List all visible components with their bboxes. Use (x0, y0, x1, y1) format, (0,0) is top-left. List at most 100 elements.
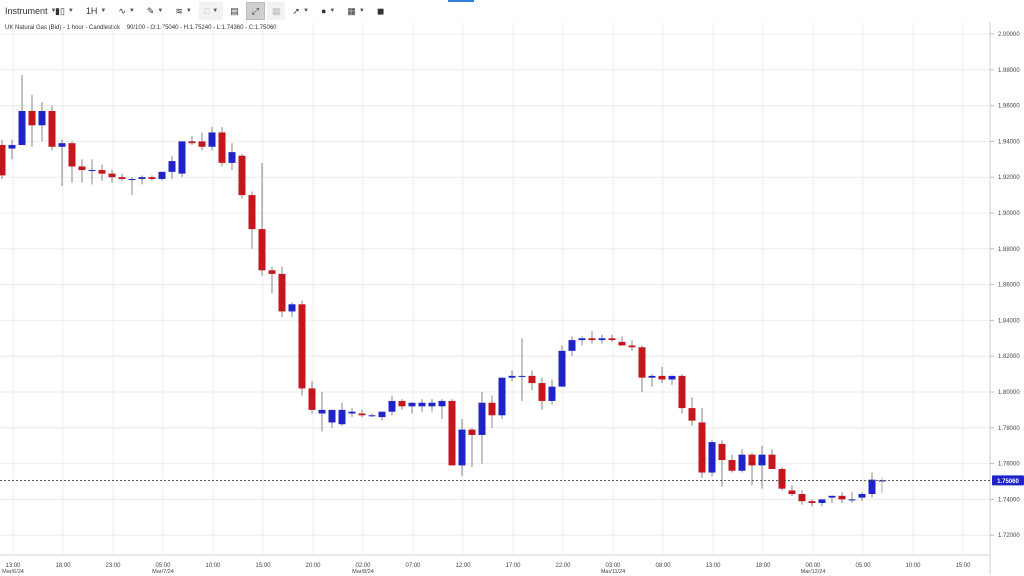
y-tick-label: 1.76000 (998, 462, 1020, 468)
ohlc-readout: 90/100 - O:1.75040 - H:1.75240 - L:1.743… (126, 25, 277, 31)
bear-candle (838, 495, 846, 500)
x-tick-date-label: Mar/12/24 (801, 569, 826, 575)
x-tick-label: 22:00 (555, 563, 571, 569)
timeframe-selector[interactable]: 1H ▼ (81, 2, 111, 20)
bear-candle (308, 388, 316, 410)
line-tool-button[interactable]: ∿ ▼ (113, 2, 140, 20)
crosshair-icon: ⤢ (251, 5, 259, 16)
shape-tool-button[interactable]: □ ▼ (198, 2, 224, 20)
bull-candle (388, 400, 396, 412)
x-tick-date-label: Mar/7/24 (152, 569, 174, 575)
bear-candle (638, 347, 646, 378)
bull-candle (338, 409, 346, 425)
x-tick-label: 12:00 (455, 563, 471, 569)
bear-candle (678, 375, 686, 409)
bear-candle (148, 177, 156, 179)
bear-candle (218, 132, 226, 163)
bear-candle (528, 375, 536, 384)
bear-candle (728, 460, 736, 471)
disabled-tool-button[interactable]: ▦ (266, 2, 286, 20)
bull-candle (428, 402, 436, 407)
bear-candle (448, 400, 456, 466)
language-button[interactable]: ▦ ▼ (342, 2, 369, 20)
bear-candle (248, 195, 256, 230)
y-tick-label: 2.00000 (998, 32, 1020, 38)
timeframe-label: 1H (85, 6, 98, 16)
bear-candle (768, 454, 776, 469)
chevron-down-icon: ▼ (303, 8, 309, 14)
bull-candle (178, 141, 186, 174)
bull-candle (818, 499, 826, 503)
bear-candle (788, 490, 796, 495)
pencil-icon: ✎ (146, 5, 155, 16)
y-tick-label: 1.94000 (998, 139, 1020, 145)
bull-candle (828, 495, 836, 498)
draw-tool-button[interactable]: ✎ ▼ (142, 2, 169, 20)
bear-candle (488, 402, 496, 416)
bear-candle (468, 429, 476, 435)
fullscreen-icon: ◼ (376, 5, 385, 16)
bear-candle (608, 338, 616, 341)
bear-candle (28, 110, 36, 126)
y-tick-label: 1.92000 (998, 175, 1020, 181)
bull-candle (598, 338, 606, 341)
bull-candle (88, 170, 96, 172)
indicators-button[interactable]: ≋ ▼ (170, 2, 197, 20)
bull-candle (368, 415, 376, 417)
bull-candle (8, 144, 16, 149)
x-tick-label: 17:00 (505, 563, 521, 569)
settings-icon: ● (320, 6, 327, 16)
active-tab-indicator (448, 0, 474, 2)
bull-candle (288, 304, 296, 312)
x-tick-label: 03:00 (605, 563, 621, 569)
x-tick-label: 05:00 (855, 563, 871, 569)
bull-candle (408, 402, 416, 407)
bull-candle (378, 411, 386, 418)
crosshair-button[interactable]: ⤢ (245, 2, 265, 20)
y-tick-label: 1.72000 (998, 533, 1020, 539)
bull-candle (458, 429, 466, 466)
bull-candle (478, 402, 486, 435)
flag-icon: ▦ (347, 5, 356, 16)
bear-candle (798, 494, 806, 502)
x-tick-label: 23:00 (105, 563, 121, 569)
bull-candle (158, 171, 166, 179)
chevron-down-icon: ▼ (358, 8, 365, 14)
chart-type-button[interactable]: ▮▯ ▼ (50, 2, 79, 20)
bear-candle (748, 454, 756, 466)
y-tick-label: 1.74000 (998, 497, 1020, 503)
bear-candle (808, 501, 816, 503)
bear-candle (358, 413, 366, 416)
bear-candle (198, 141, 206, 147)
x-tick-date-label: Mar/6/24 (2, 569, 24, 575)
chevron-down-icon: ▼ (329, 8, 336, 14)
bull-candle (498, 377, 506, 416)
arrow-tool-button[interactable]: ➚ ▼ (287, 2, 314, 20)
line-tool-icon: ∿ (118, 5, 126, 16)
chevron-down-icon: ▼ (100, 8, 107, 14)
bear-candle (698, 422, 706, 473)
bear-candle (258, 229, 266, 271)
bull-candle (128, 178, 136, 180)
y-tick-label: 1.98000 (998, 68, 1020, 74)
fullscreen-button[interactable]: ◼ (372, 2, 389, 20)
y-tick-label: 1.78000 (998, 426, 1020, 432)
layout-button[interactable]: ▤ (225, 2, 244, 20)
bull-candle (518, 375, 526, 377)
bull-candle (858, 494, 866, 498)
y-tick-label: 1.80000 (998, 390, 1020, 396)
bear-candle (398, 400, 406, 407)
bull-candle (318, 409, 326, 414)
bear-candle (98, 170, 106, 174)
bear-candle (48, 110, 56, 147)
indicators-icon: ≋ (175, 5, 183, 16)
instrument-selector[interactable]: Instrument ▼ (0, 2, 56, 20)
x-tick-label: 07:00 (405, 563, 421, 569)
bear-candle (188, 141, 196, 144)
settings-button[interactable]: ● ▼ (316, 2, 340, 20)
bull-candle (138, 177, 146, 179)
bull-candle (558, 350, 566, 387)
bear-candle (238, 155, 246, 196)
x-tick-label: 20:00 (305, 563, 321, 569)
